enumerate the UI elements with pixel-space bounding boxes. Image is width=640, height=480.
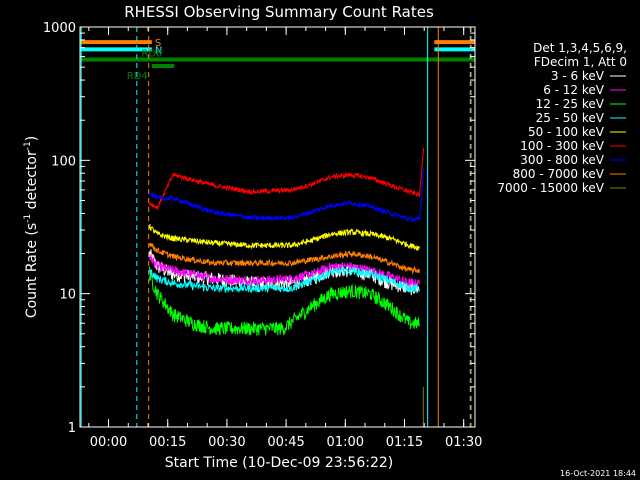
series-line xyxy=(149,265,420,294)
x-tick-label: 01:30 xyxy=(445,435,482,450)
y-tick-label: 1 xyxy=(68,421,76,436)
y-tick-label: 1000 xyxy=(43,21,76,36)
series-group xyxy=(149,147,425,427)
flag-bars: SNRD0RD4 xyxy=(80,38,475,82)
y-tick-label: 10 xyxy=(59,288,76,303)
series-line xyxy=(149,168,425,223)
axes-group: 00:00 00:15 00:30 00:45 01:00 01:15 01:30 1 10 10… xyxy=(43,21,483,450)
legend-header-2: FDecim 1, Att 0 xyxy=(534,55,627,69)
x-axis-label: Start Time (10-Dec-09 23:56:22) xyxy=(165,455,393,471)
flag-label: S xyxy=(155,38,161,49)
legend-label: 100 - 300 keV xyxy=(520,139,604,153)
series-line xyxy=(149,147,425,210)
x-tick-label: 00:15 xyxy=(149,435,186,450)
series-line xyxy=(149,224,420,251)
legend-label: 300 - 800 keV xyxy=(520,153,604,167)
legend-label: 800 - 7000 keV xyxy=(513,167,605,181)
legend-label: 12 - 25 keV xyxy=(536,97,605,111)
flag-label: N xyxy=(155,45,162,56)
series-line xyxy=(149,242,420,275)
flag-label: RD0 xyxy=(141,49,162,60)
y-axis-label: Count Rate (s-1 detector-1) xyxy=(23,136,40,318)
y-tick-label: 100 xyxy=(51,154,76,169)
x-tick-label: 00:45 xyxy=(267,435,304,450)
x-tick-label: 00:30 xyxy=(208,435,245,450)
plot-frame xyxy=(79,26,476,428)
footer-timestamp: 16-Oct-2021 18:44 xyxy=(560,469,636,478)
legend-label: 3 - 6 keV xyxy=(551,69,605,83)
legend-label: 25 - 50 keV xyxy=(536,111,605,125)
legend-header-1: Det 1,3,4,5,6,9, xyxy=(533,41,627,55)
legend-label: 6 - 12 keV xyxy=(543,83,605,97)
x-tick-label: 01:00 xyxy=(327,435,364,450)
x-tick-label: 00:00 xyxy=(90,435,127,450)
legend: Det 1,3,4,5,6,9, FDecim 1, Att 0 3 - 6 k… xyxy=(497,41,627,195)
chart-title: RHESSI Observing Summary Count Rates xyxy=(124,3,434,21)
x-tick-label: 01:15 xyxy=(386,435,423,450)
series-line xyxy=(149,271,420,336)
legend-label: 50 - 100 keV xyxy=(528,125,605,139)
attenuator-vlines xyxy=(80,27,472,427)
legend-label: 7000 - 15000 keV xyxy=(497,181,604,195)
